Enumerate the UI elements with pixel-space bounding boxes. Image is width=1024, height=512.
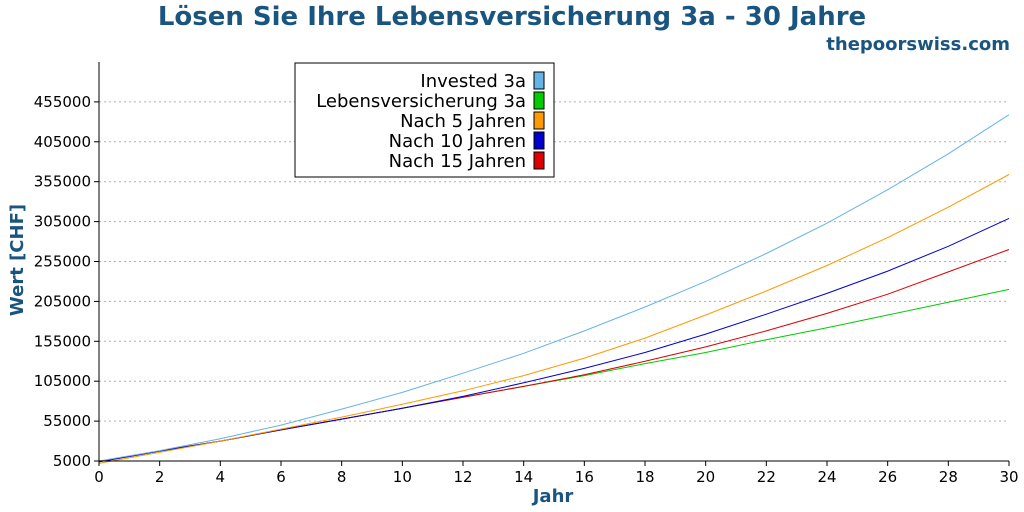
x-tick-label: 26 (878, 468, 897, 486)
x-tick-label: 30 (999, 468, 1018, 486)
x-tick-label: 14 (514, 468, 533, 486)
legend-label: Lebensversicherung 3a (316, 91, 526, 112)
y-tick-label: 405000 (34, 133, 91, 151)
x-tick-label: 20 (696, 468, 715, 486)
legend-label: Nach 10 Jahren (389, 131, 526, 152)
y-tick-label: 255000 (34, 253, 91, 271)
y-axis-title: Wert [CHF] (7, 204, 28, 316)
x-tick-label: 6 (276, 468, 286, 486)
x-tick-label: 18 (635, 468, 654, 486)
series-line-0 (98, 114, 1010, 462)
series-lines (98, 114, 1010, 464)
x-axis-title: Jahr (531, 486, 574, 507)
x-tick-label: 0 (94, 468, 104, 486)
legend-swatch (533, 111, 545, 130)
y-tick-label: 305000 (34, 213, 91, 231)
legend-swatch (533, 71, 545, 90)
y-tick-label: 205000 (34, 292, 91, 310)
y-tick-label: 105000 (34, 372, 91, 390)
x-tick-label: 16 (575, 468, 594, 486)
x-tick-label: 8 (337, 468, 347, 486)
y-ticks: 5000 55000 105000 155000 205000 255000 305000 3… (34, 93, 99, 470)
legend-label: Nach 15 Jahren (389, 151, 526, 172)
legend-swatch (533, 151, 545, 170)
series-line-4 (98, 249, 1010, 463)
legend-swatch (533, 91, 545, 110)
x-tick-label: 28 (939, 468, 958, 486)
x-tick-label: 2 (155, 468, 165, 486)
y-tick-label: 155000 (34, 332, 91, 350)
legend-label: Nach 5 Jahren (400, 111, 526, 132)
legend-box (294, 62, 555, 178)
y-tick-label: 55000 (43, 412, 91, 430)
y-tick-label: 455000 (34, 93, 91, 111)
y-tick-label: 5000 (53, 452, 91, 470)
x-ticks: 0 2 4 6 8 10 12 14 16 18 20 22 24 26 28 30 (94, 461, 1019, 486)
x-tick-label: 10 (393, 468, 412, 486)
chart-title: Lösen Sie Ihre Lebensversicherung 3a - 3… (157, 2, 867, 32)
x-tick-label: 4 (216, 468, 226, 486)
series-line-3 (98, 217, 1010, 463)
legend-label: Invested 3a (420, 71, 526, 92)
y-tick-label: 355000 (34, 173, 91, 191)
series-line-2 (98, 174, 1010, 464)
watermark-text: thepoorswiss.com (826, 34, 1010, 55)
x-tick-label: 22 (757, 468, 776, 486)
legend-swatch (533, 131, 545, 150)
x-tick-label: 12 (453, 468, 472, 486)
x-tick-label: 24 (817, 468, 836, 486)
